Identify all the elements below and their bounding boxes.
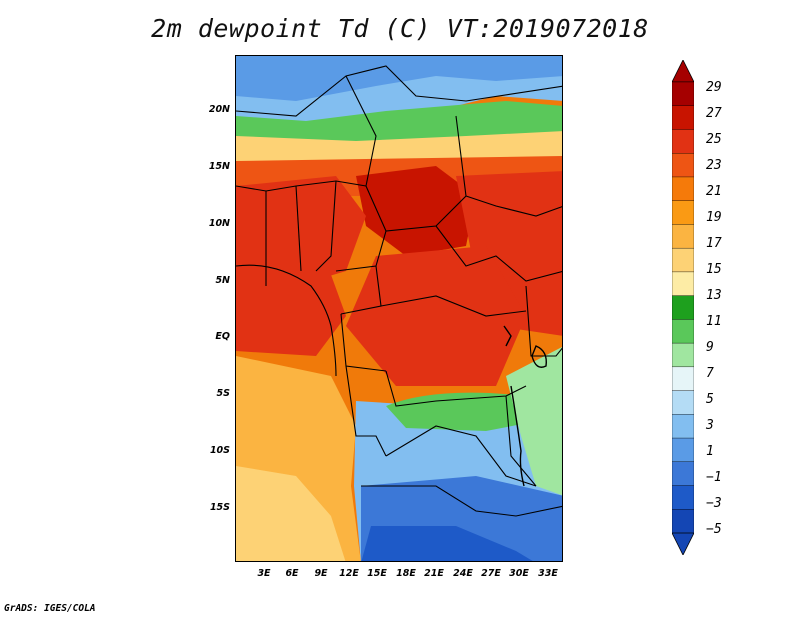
lon-label-9e: 9E: [314, 568, 328, 579]
colorbar-label-27: 27: [706, 106, 722, 121]
congo-hot-zone: [346, 246, 526, 386]
colorbar-segment: [672, 200, 694, 226]
colorbar-segment: [672, 176, 694, 202]
colorbar-bottom-triangle: [672, 532, 694, 555]
colorbar-segment: [672, 390, 694, 416]
dewpoint-colorbar: [672, 60, 694, 555]
lon-label-6e: 6E: [285, 568, 299, 579]
lat-label-eq: EQ: [215, 331, 230, 342]
chad-hot-core: [356, 166, 476, 256]
colorbar-segment: [672, 342, 694, 368]
colorbar-label-21: 21: [706, 184, 722, 199]
colorbar-segment: [672, 224, 694, 249]
colorbar-segment: [672, 485, 694, 510]
lon-label-21e: 21E: [424, 568, 444, 579]
colorbar-label-9: 9: [706, 340, 714, 355]
lon-label-27e: 27E: [481, 568, 501, 579]
colorbar-label-29: 29: [706, 80, 722, 95]
colorbar-label-25: 25: [706, 132, 722, 147]
colorbar-segment: [672, 509, 694, 534]
colorbar-segment: [672, 437, 694, 463]
lat-label-5s: 5S: [216, 388, 230, 399]
lat-label-15s: 15S: [209, 502, 230, 513]
lat-label-5n: 5N: [215, 275, 230, 286]
sahel-green-band: [236, 101, 562, 146]
colorbar-label-3: 3: [706, 418, 714, 433]
colorbar-label-1: 1: [706, 444, 714, 459]
west-coastline: [236, 264, 337, 377]
grads-credit: GrADS: IGES/COLA: [4, 603, 96, 614]
colorbar-segment: [672, 129, 694, 154]
west-hot-zone: [236, 176, 366, 286]
south-darkest-blue-region: [361, 526, 533, 561]
colorbar-label-minus1: −1: [706, 470, 722, 485]
colorbar-label-13: 13: [706, 288, 722, 303]
colorbar-label-minus3: −3: [706, 496, 722, 511]
colorbar-segment: [672, 153, 694, 178]
colorbar-segment: [672, 295, 694, 321]
lat-label-10n: 10N: [208, 218, 230, 229]
colorbar-label-7: 7: [706, 366, 714, 381]
colorbar-segment: [672, 319, 694, 344]
colorbar-top-triangle: [672, 60, 694, 83]
gulf-guinea-hot-zone: [236, 261, 346, 356]
colorbar-segment: [672, 105, 694, 131]
colorbar-label-11: 11: [706, 314, 722, 329]
lake-outlines: [503, 325, 547, 487]
dewpoint-map: [235, 55, 563, 562]
colorbar-segment: [672, 247, 694, 273]
colorbar-segment: [672, 461, 694, 487]
colorbar-segment: [672, 414, 694, 439]
lon-label-18e: 18E: [396, 568, 416, 579]
colorbar-label-17: 17: [706, 236, 722, 251]
lon-label-12e: 12E: [339, 568, 359, 579]
colorbar-label-5: 5: [706, 392, 714, 407]
sudan-hot-zone: [456, 171, 562, 336]
colorbar-label-15: 15: [706, 262, 722, 277]
southwest-pale-region: [236, 466, 346, 561]
lon-label-30e: 30E: [509, 568, 529, 579]
lat-label-20n: 20N: [208, 104, 230, 115]
colorbar-label-minus5: −5: [706, 522, 722, 537]
lat-label-10s: 10S: [209, 445, 230, 456]
east-africa-green-region: [506, 347, 562, 496]
colorbar-label-23: 23: [706, 158, 722, 173]
lon-label-15e: 15E: [367, 568, 387, 579]
colorbar-label-19: 19: [706, 210, 722, 225]
map-title: 2m dewpoint Td (C) VT:2019072018: [151, 14, 649, 43]
lat-label-15n: 15N: [208, 161, 230, 172]
lon-label-33e: 33E: [538, 568, 558, 579]
colorbar-segment: [672, 366, 694, 392]
lon-label-3e: 3E: [257, 568, 271, 579]
lon-label-24e: 24E: [453, 568, 473, 579]
colorbar-segment: [672, 81, 694, 107]
colorbar-segment: [672, 271, 694, 297]
